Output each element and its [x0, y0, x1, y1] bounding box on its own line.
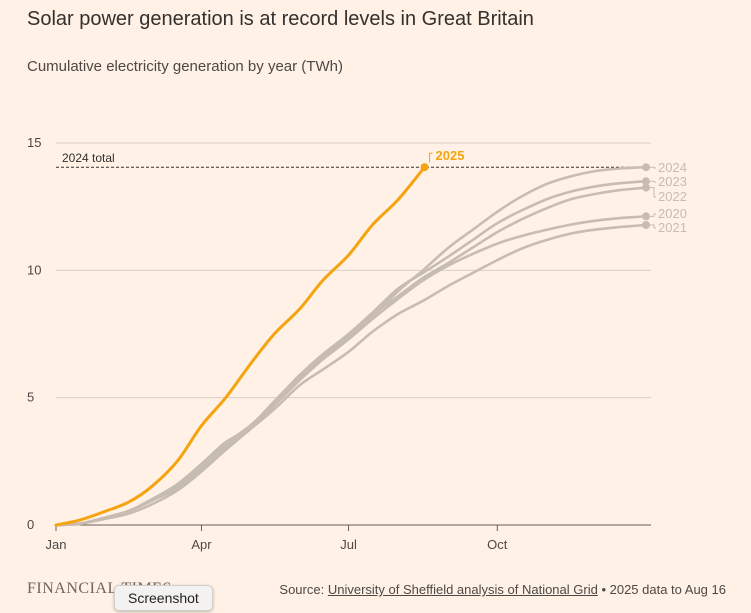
series-line-2024 — [54, 165, 648, 527]
x-tick-label-apr: Apr — [191, 537, 212, 552]
y-tick-label-10: 10 — [27, 262, 41, 277]
series-line-2025 — [54, 165, 426, 527]
series-end-point-2020 — [642, 212, 650, 221]
series-label-2025: 2025 — [436, 148, 465, 163]
chart-title: Solar power generation is at record leve… — [27, 8, 534, 30]
series-line-2020 — [54, 215, 648, 527]
series-label-2020: 2020 — [658, 206, 687, 221]
series-end-point-2024 — [642, 163, 650, 172]
screenshot-tooltip: Screenshot — [114, 585, 213, 611]
x-tick-label-jan: Jan — [46, 537, 67, 552]
y-tick-label-5: 5 — [27, 390, 34, 405]
series-line-2022 — [54, 186, 648, 527]
chart-subtitle: Cumulative electricity generation by yea… — [27, 58, 343, 75]
x-tick-label-jul: Jul — [340, 537, 357, 552]
source-suffix: • 2025 data to Aug 16 — [597, 582, 726, 597]
series-end-point-2022 — [642, 183, 650, 192]
y-tick-label-0: 0 — [27, 517, 34, 532]
series-label-2023: 2023 — [658, 174, 687, 189]
x-tick-label-oct: Oct — [487, 537, 508, 552]
series-label-leader-2023 — [650, 180, 656, 183]
series-label-leader-2021 — [650, 224, 656, 229]
series-label-leader-2020 — [650, 213, 656, 217]
series-end-point-2025 — [420, 163, 429, 172]
source-link[interactable]: University of Sheffield analysis of Nati… — [327, 582, 598, 597]
series-line-2023 — [54, 179, 648, 527]
series-label-leader-2024 — [650, 166, 656, 169]
reference-line-label: 2024 total — [62, 151, 115, 165]
series-end-point-2023 — [642, 177, 650, 186]
series-label-leader-2025 — [429, 152, 433, 163]
series-label-2022: 2022 — [658, 189, 687, 204]
series-label-2024: 2024 — [658, 160, 687, 175]
line-chart: 0 5 10 15 Jan Apr Jul Oct 2024 total 2021 20222023… — [27, 135, 687, 552]
source-note: Source: University of Sheffield analysis… — [279, 582, 726, 597]
series-label-leader-2022 — [650, 187, 656, 198]
series-line-2021 — [54, 223, 648, 527]
y-tick-label-15: 15 — [27, 135, 41, 150]
source-prefix: Source: — [279, 582, 328, 597]
series-label-2021: 2021 — [658, 220, 687, 235]
series-end-point-2021 — [642, 221, 650, 230]
